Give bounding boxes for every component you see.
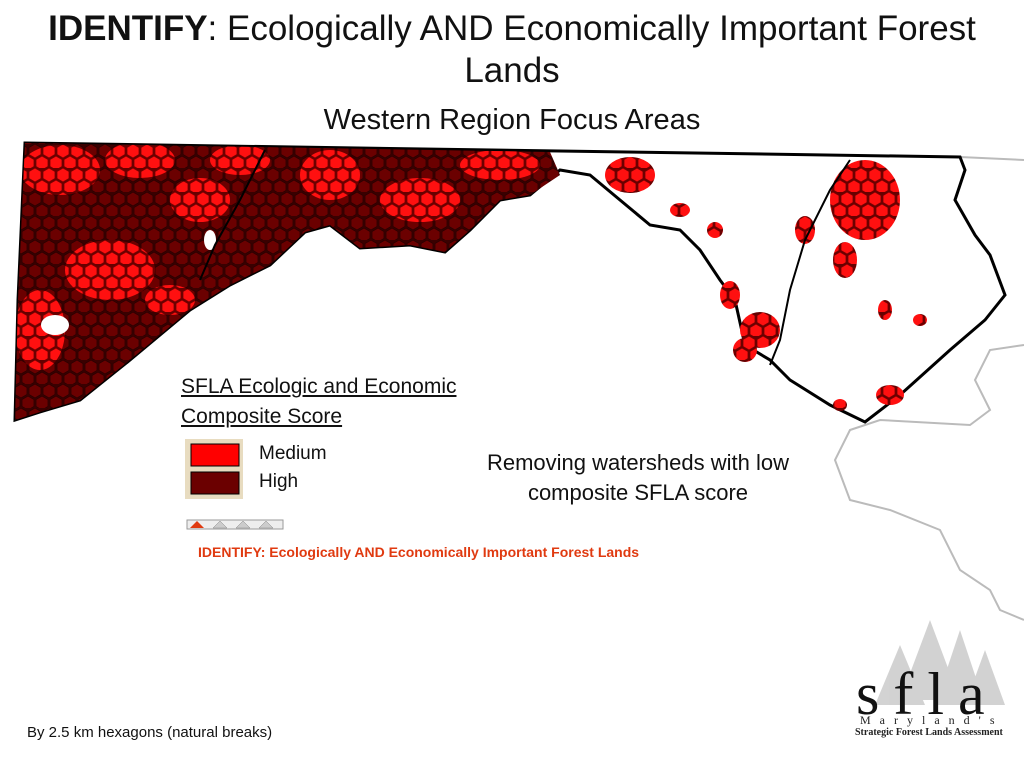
title-bold: IDENTIFY — [48, 9, 208, 48]
caption: By 2.5 km hexagons (natural breaks) — [27, 724, 273, 741]
logo-trees — [875, 620, 1005, 705]
nav-icons — [186, 519, 284, 530]
footer-title: IDENTIFY: Ecologically AND Economically … — [198, 544, 640, 560]
title-rest: : Ecologically AND Economically Importan… — [207, 9, 976, 90]
legend-swatch — [190, 443, 240, 467]
logo-full: Strategic Forest Lands Assessment — [855, 727, 1003, 738]
title: IDENTIFY: Ecologically AND Economically … — [0, 8, 1024, 92]
county-line — [199, 149, 266, 281]
legend-label: Medium — [259, 443, 327, 464]
border — [833, 344, 1024, 621]
logo-name: sfla — [856, 661, 999, 727]
county-line — [769, 159, 851, 366]
legend-swatch — [190, 471, 240, 495]
logo-state: Maryland's — [860, 713, 1004, 727]
note: Removing watersheds with low composite S… — [486, 450, 790, 505]
medium-area — [605, 157, 927, 411]
legend-label: High — [259, 471, 299, 492]
legend-title: SFLA Ecologic and Economic Composite Sco… — [181, 375, 457, 428]
border — [959, 156, 1024, 161]
subtitle: Western Region Focus Areas — [323, 104, 701, 136]
